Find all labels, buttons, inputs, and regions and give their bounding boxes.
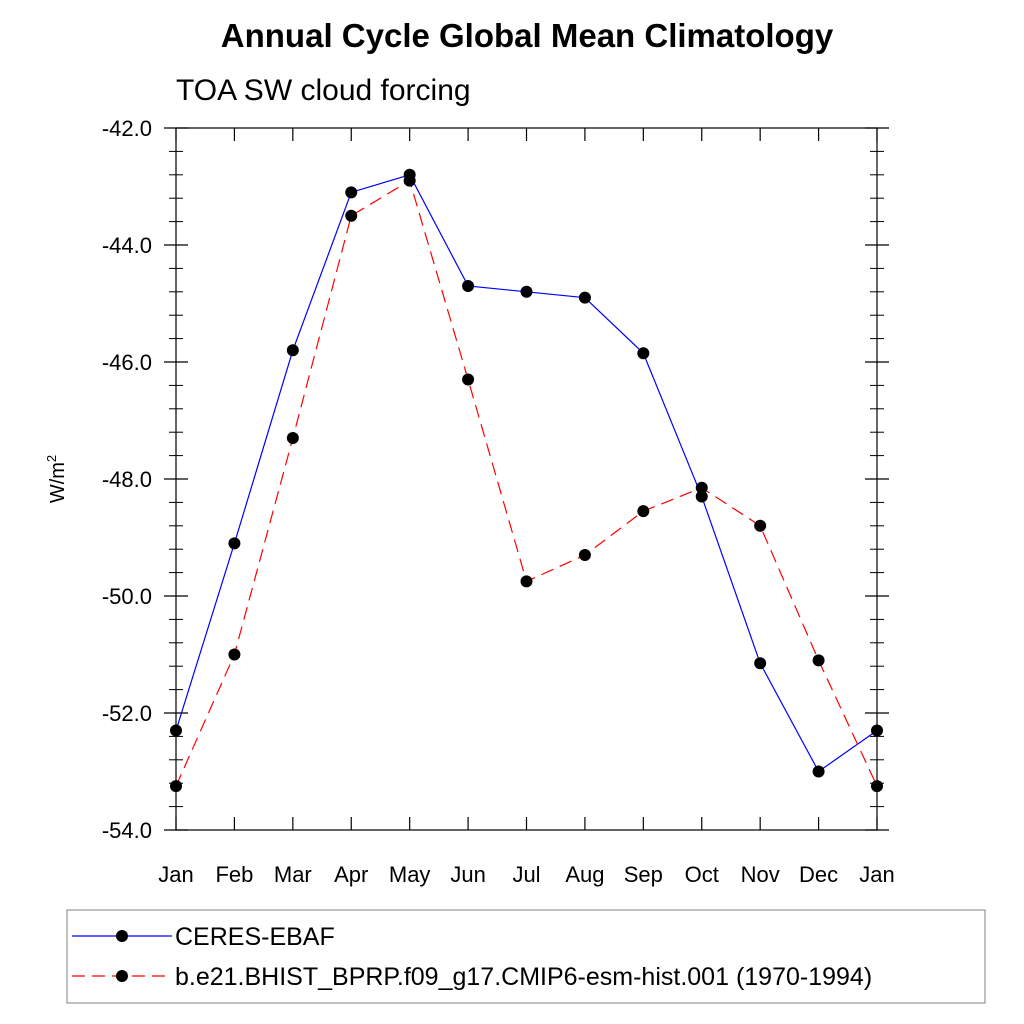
y-tick-label: -52.0: [102, 701, 152, 726]
series-1-point: [871, 724, 883, 737]
y-tick-label: -48.0: [102, 467, 152, 492]
series-2-point: [170, 780, 182, 793]
legend: CERES-EBAF b.e21.BHIST_BPRP.f09_g17.CMIP6…: [72, 923, 872, 991]
x-tick-label: Apr: [334, 862, 368, 887]
series-2-point: [754, 519, 767, 532]
legend-label-2: b.e21.BHIST_BPRP.f09_g17.CMIP6-esm-hist.…: [175, 963, 872, 991]
series-2-point: [871, 780, 883, 793]
svg-text:W/m2: W/m2: [44, 455, 69, 503]
x-tick-label: Jan: [859, 862, 894, 887]
series-1-point: [520, 285, 533, 298]
series-1-point: [578, 291, 591, 304]
y-tick-label: -42.0: [102, 116, 152, 141]
legend-marker-2: [116, 970, 128, 982]
axis-ticks: [164, 127, 889, 831]
series-1-point: [170, 724, 182, 737]
series-1-point: [462, 279, 475, 292]
series-1-point: [754, 657, 767, 670]
x-tick-label: May: [389, 862, 431, 887]
x-tick-label: Nov: [741, 862, 780, 887]
y-axis-label-text: W/m: [47, 462, 69, 503]
legend-label-1: CERES-EBAF: [175, 923, 335, 951]
chart-title: Annual Cycle Global Mean Climatology: [221, 17, 834, 54]
series-2-point: [345, 209, 358, 222]
series-2-point: [228, 648, 241, 661]
series-line-2: [175, 179, 878, 787]
series-1-point: [637, 347, 650, 360]
chart-subtitle: TOA SW cloud forcing: [176, 74, 471, 107]
y-tick-label: -44.0: [102, 233, 152, 258]
x-tick-label: Sep: [624, 862, 663, 887]
series-1-point: [812, 765, 825, 778]
series-2-point: [578, 549, 591, 562]
series-2-point: [286, 432, 299, 445]
y-tick-labels: -42.0 -44.0 -46.0 -48.0 -50.0 -52.0 -54.0: [102, 116, 152, 843]
x-tick-label: Mar: [274, 862, 312, 887]
x-tick-label: Jul: [512, 862, 540, 887]
y-tick-label: -54.0: [102, 818, 152, 843]
y-tick-label: -50.0: [102, 584, 152, 609]
series-line-1: [175, 174, 878, 773]
series-2-point: [695, 481, 708, 494]
legend-box: [66, 909, 986, 1004]
x-tick-label: Oct: [685, 862, 719, 887]
y-axis-label-superscript: 2: [44, 455, 59, 462]
plot-frame: [175, 127, 878, 831]
legend-marker-1: [116, 930, 128, 942]
series-2-point: [812, 654, 825, 667]
series-1-point: [228, 537, 241, 550]
series-2-point: [403, 174, 416, 187]
x-tick-label: Jan: [158, 862, 193, 887]
x-tick-label: Aug: [565, 862, 604, 887]
x-tick-label: Jun: [450, 862, 485, 887]
series-2-point: [462, 373, 475, 386]
y-tick-label: -46.0: [102, 350, 152, 375]
x-tick-label: Dec: [799, 862, 838, 887]
x-tick-label: Feb: [215, 862, 253, 887]
y-axis-label: W/m2: [44, 455, 69, 503]
series-layer: [170, 168, 883, 793]
series-2-point: [637, 505, 650, 518]
x-tick-labels: Jan Feb Mar Apr May Jun Jul Aug Sep Oct Nov Dec Jan: [158, 862, 894, 887]
series-1-point: [695, 490, 708, 503]
series-1-point: [286, 344, 299, 357]
series-2-point: [520, 575, 533, 588]
series-1-point: [345, 186, 358, 199]
